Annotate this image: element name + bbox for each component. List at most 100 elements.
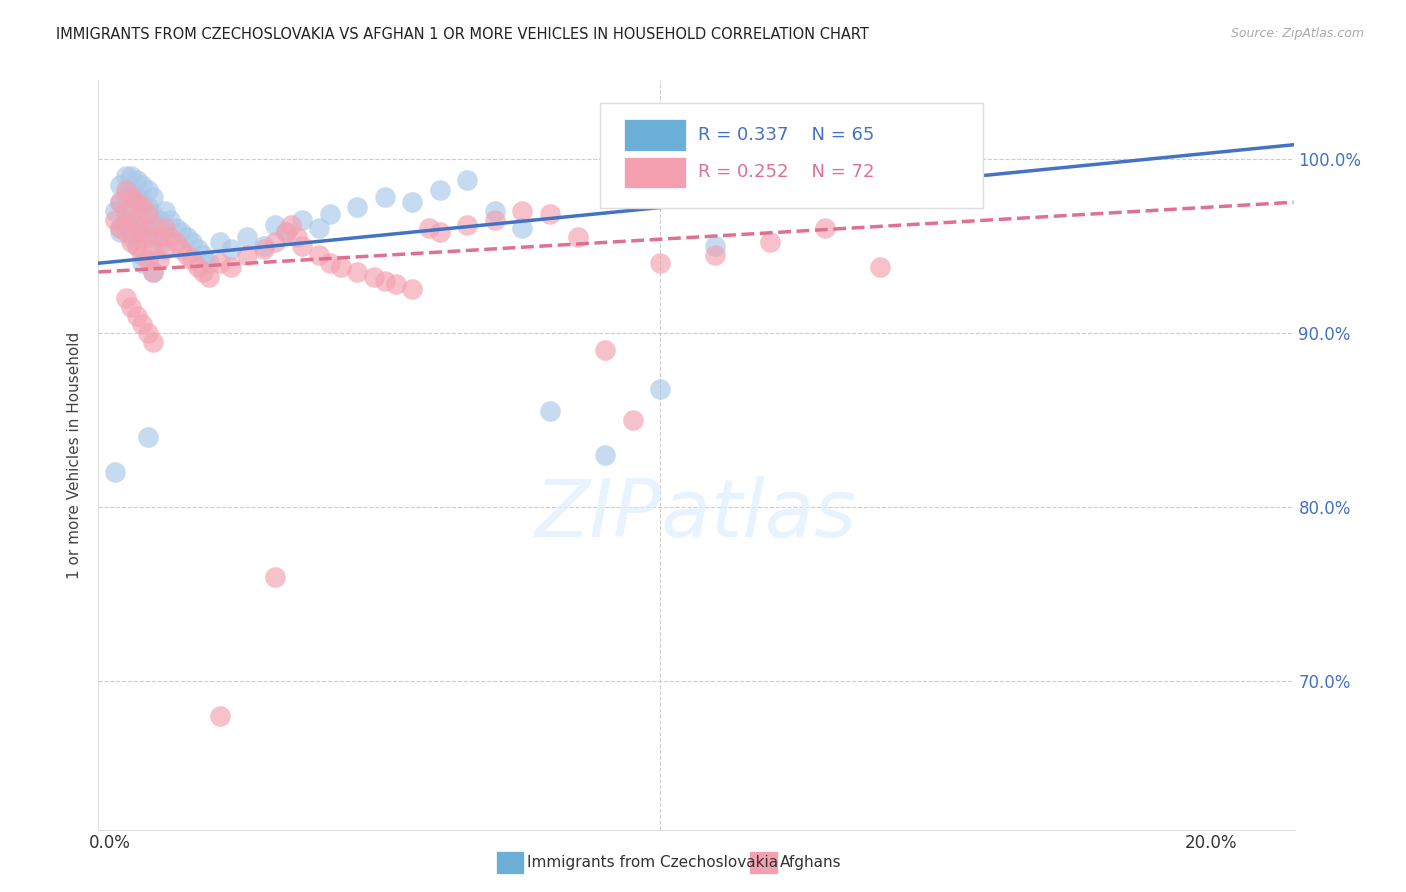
Point [115,186,138,201]
Point [650,382,672,396]
Point [125,309,148,323]
Point [136,326,159,340]
Text: R = 0.252    N = 72: R = 0.252 N = 72 [699,163,875,181]
Point [136,430,159,444]
Point [110,225,132,239]
Point [236,230,259,244]
Point [429,225,451,239]
Text: Immigrants from Czechoslovakia: Immigrants from Czechoslovakia [527,855,779,870]
Point [125,218,148,232]
Y-axis label: 1 or more Vehicles in Household: 1 or more Vehicles in Household [67,331,83,579]
Text: ZIPatlas: ZIPatlas [534,475,858,554]
Point [236,247,259,261]
Point [159,230,181,244]
Point [131,201,153,215]
Point [285,230,308,244]
Point [153,242,176,256]
Point [110,195,132,210]
Point [512,221,534,235]
Point [115,204,138,219]
Point [291,212,314,227]
Point [165,235,187,250]
Point [170,225,193,239]
Point [374,274,396,288]
Point [142,242,165,256]
Point [187,260,209,274]
Point [308,221,330,235]
Point [484,204,506,219]
Point [567,230,589,244]
Point [131,256,153,270]
Point [456,218,478,232]
Point [131,178,153,192]
Point [142,190,165,204]
Point [621,413,644,427]
Point [319,207,342,221]
Point [115,225,138,239]
Point [418,221,440,235]
Text: R = 0.337    N = 65: R = 0.337 N = 65 [699,126,875,144]
Point [153,230,176,244]
Point [385,277,408,292]
Point [115,183,138,197]
Point [110,221,132,235]
Point [219,242,242,256]
Point [363,270,385,285]
Point [121,212,143,227]
Point [263,235,285,250]
Point [104,466,127,480]
Point [814,221,837,235]
Point [401,195,423,210]
Point [131,247,153,261]
Point [142,207,165,221]
Point [115,212,138,227]
Point [842,178,865,192]
Text: Source: ZipAtlas.com: Source: ZipAtlas.com [1230,27,1364,40]
Point [121,190,143,204]
Point [374,190,396,204]
Point [121,235,143,250]
Point [187,242,209,256]
Point [401,282,423,296]
Point [121,169,143,183]
Point [110,195,132,210]
Point [131,225,153,239]
Text: Afghans: Afghans [780,855,842,870]
Point [121,230,143,244]
Point [159,212,181,227]
Point [704,239,727,253]
Point [148,230,170,244]
Point [104,212,127,227]
Point [429,183,451,197]
Point [121,183,143,197]
Point [115,169,138,183]
Point [181,252,204,267]
Point [176,247,198,261]
Point [136,201,159,215]
Point [263,570,285,584]
Point [759,235,782,250]
Point [148,239,170,253]
Point [263,218,285,232]
Point [153,221,176,235]
Point [142,218,165,232]
Point [142,265,165,279]
Point [593,448,616,462]
Point [308,247,330,261]
Point [208,256,231,270]
FancyBboxPatch shape [624,157,686,188]
Point [153,204,176,219]
Point [125,172,148,186]
Point [274,225,297,239]
Point [142,334,165,349]
Point [181,235,204,250]
Point [131,218,153,232]
Point [125,239,148,253]
Point [104,204,127,219]
Point [280,218,302,232]
Point [121,204,143,219]
Point [319,256,342,270]
Point [538,404,561,418]
Point [650,256,672,270]
Point [115,218,138,232]
